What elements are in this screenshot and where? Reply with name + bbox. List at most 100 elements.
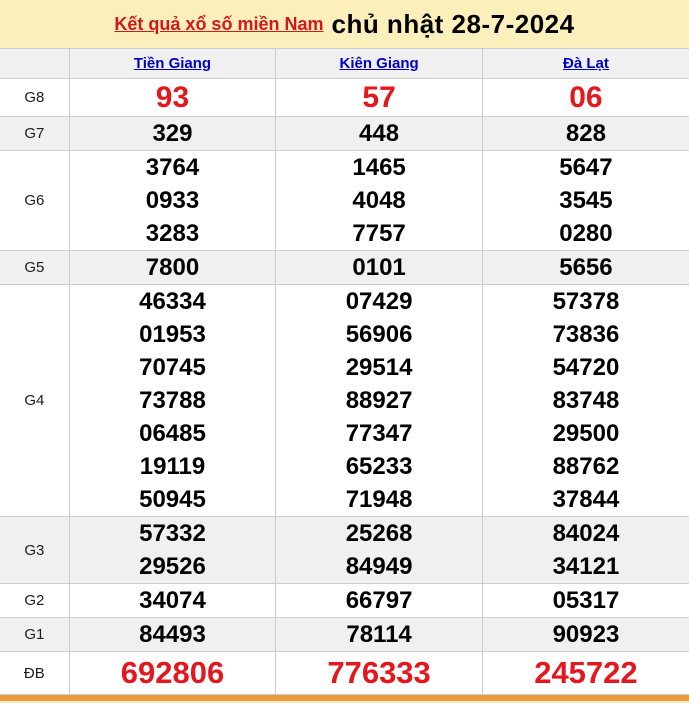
prize-number: 57332 bbox=[139, 520, 206, 547]
page-title: Kết quả xổ số miền Nam chủ nhật 28-7-202… bbox=[0, 0, 689, 48]
prize-number: 93 bbox=[155, 81, 190, 114]
prize-cell: 05317 bbox=[482, 583, 689, 618]
prize-label: G8 bbox=[0, 78, 70, 117]
region-title-link[interactable]: Kết quả xổ số miền Nam bbox=[114, 13, 324, 34]
province-header-row: Tiền Giang Kiên Giang Đà Lạt bbox=[0, 48, 689, 79]
prize-number: 70745 bbox=[139, 354, 206, 381]
prize-cell: 34074 bbox=[69, 583, 277, 618]
prize-number: 57378 bbox=[552, 288, 620, 315]
prize-number: 37844 bbox=[552, 486, 620, 513]
prize-number: 46334 bbox=[139, 288, 206, 315]
prize-number: 29514 bbox=[345, 354, 413, 381]
prize-row-G6: G6 3764 0933 3283 1465 4048 7757 5647 3545 0280 bbox=[0, 150, 689, 251]
prize-number: 77347 bbox=[345, 420, 413, 447]
prize-cell: 776333 bbox=[275, 651, 483, 695]
prize-row-G5: G5 7800 0101 5656 bbox=[0, 250, 689, 285]
prize-row-G2: G2 34074 66797 05317 bbox=[0, 583, 689, 618]
draw-date-label: chủ nhật 28-7-2024 bbox=[331, 8, 575, 39]
prize-row-ĐB: ĐB 692806 776333 245722 bbox=[0, 651, 689, 695]
corner-cell bbox=[0, 48, 70, 79]
prize-number: 05317 bbox=[552, 587, 620, 614]
prize-number: 329 bbox=[152, 120, 193, 147]
prize-cell: 448 bbox=[275, 116, 483, 151]
prize-number: 06 bbox=[569, 81, 603, 114]
prize-cell: 692806 bbox=[69, 651, 277, 695]
prize-cell: 57332 29526 bbox=[69, 516, 277, 584]
prize-number: 5647 bbox=[559, 154, 613, 181]
prize-cell: 1465 4048 7757 bbox=[275, 150, 483, 251]
prize-cell: 06 bbox=[482, 78, 689, 117]
prize-cell: 46334 01953 70745 73788 06485 19119 50945 bbox=[69, 284, 277, 517]
prize-number: 0280 bbox=[559, 220, 613, 247]
prize-label: G2 bbox=[0, 583, 70, 618]
prize-number: 07429 bbox=[345, 288, 413, 315]
prize-row-G4: G4 46334 01953 70745 73788 06485 19119 50945 074… bbox=[0, 284, 689, 517]
prize-number: 90923 bbox=[552, 621, 620, 648]
prize-number: 71948 bbox=[345, 486, 413, 513]
prize-number: 84949 bbox=[345, 553, 413, 580]
prize-cell: 0101 bbox=[275, 250, 483, 285]
prize-number: 83748 bbox=[552, 387, 620, 414]
prize-row-G7: G7 329 448 828 bbox=[0, 116, 689, 151]
prize-number: 776333 bbox=[327, 655, 431, 690]
prize-number: 57 bbox=[362, 81, 396, 114]
prize-number: 0101 bbox=[352, 254, 406, 281]
province-header-kien-giang: Kiên Giang bbox=[275, 48, 483, 79]
prize-number: 7800 bbox=[145, 254, 200, 281]
prize-number: 50945 bbox=[139, 486, 206, 513]
prize-number: 73788 bbox=[139, 387, 206, 414]
prize-cell: 7800 bbox=[69, 250, 277, 285]
prize-label: G3 bbox=[0, 516, 70, 584]
prize-number: 692806 bbox=[120, 655, 225, 690]
prize-label: G1 bbox=[0, 617, 70, 652]
prize-number: 34121 bbox=[552, 553, 620, 580]
prize-cell: 5647 3545 0280 bbox=[482, 150, 689, 251]
prize-number: 73836 bbox=[552, 321, 620, 348]
prize-number: 34074 bbox=[139, 587, 206, 614]
prize-number: 88762 bbox=[552, 453, 620, 480]
prize-cell: 329 bbox=[69, 116, 277, 151]
prize-cell: 57378 73836 54720 83748 29500 88762 37844 bbox=[482, 284, 689, 517]
prize-number: 54720 bbox=[552, 354, 620, 381]
prize-number: 01953 bbox=[139, 321, 206, 348]
province-header-da-lat: Đà Lạt bbox=[482, 48, 689, 79]
prize-number: 29526 bbox=[139, 553, 206, 580]
prize-cell: 84493 bbox=[69, 617, 277, 652]
prize-cell: 57 bbox=[275, 78, 483, 117]
prize-cell: 78114 bbox=[275, 617, 483, 652]
prize-number: 828 bbox=[565, 120, 606, 147]
province-link-kien-giang[interactable]: Kiên Giang bbox=[339, 54, 419, 72]
prize-label: G7 bbox=[0, 116, 70, 151]
province-link-da-lat[interactable]: Đà Lạt bbox=[563, 54, 609, 72]
prize-cell: 84024 34121 bbox=[482, 516, 689, 584]
prize-row-G3: G3 57332 29526 25268 84949 84024 34121 bbox=[0, 516, 689, 584]
prize-number: 5656 bbox=[559, 254, 613, 281]
prize-number: 56906 bbox=[345, 321, 413, 348]
prize-cell: 07429 56906 29514 88927 77347 65233 71948 bbox=[275, 284, 483, 517]
prize-number: 06485 bbox=[139, 420, 206, 447]
prize-label: G5 bbox=[0, 250, 70, 285]
province-link-tien-giang[interactable]: Tiền Giang bbox=[133, 54, 212, 72]
prize-number: 66797 bbox=[345, 587, 413, 614]
prize-number: 84024 bbox=[552, 520, 620, 547]
prize-row-G8: G8 93 57 06 bbox=[0, 78, 689, 117]
prize-cell: 93 bbox=[69, 78, 277, 117]
prize-number: 1465 bbox=[352, 154, 406, 181]
prize-number: 88927 bbox=[345, 387, 413, 414]
prize-number: 65233 bbox=[345, 453, 413, 480]
prize-cell: 90923 bbox=[482, 617, 689, 652]
prize-number: 0933 bbox=[145, 187, 200, 214]
prize-number: 4048 bbox=[352, 187, 406, 214]
prize-number: 3764 bbox=[145, 154, 200, 181]
results-table: Tiền Giang Kiên Giang Đà Lạt G8 93 57 06 G7 3… bbox=[0, 48, 689, 695]
prize-number: 448 bbox=[359, 120, 400, 147]
province-header-tien-giang: Tiền Giang bbox=[69, 48, 277, 79]
prize-number: 29500 bbox=[552, 420, 620, 447]
prize-cell: 3764 0933 3283 bbox=[69, 150, 277, 251]
prize-number: 19119 bbox=[139, 453, 206, 480]
prize-row-G1: G1 84493 78114 90923 bbox=[0, 617, 689, 652]
prize-cell: 828 bbox=[482, 116, 689, 151]
prize-cell: 25268 84949 bbox=[275, 516, 483, 584]
prize-cell: 245722 bbox=[482, 651, 689, 695]
